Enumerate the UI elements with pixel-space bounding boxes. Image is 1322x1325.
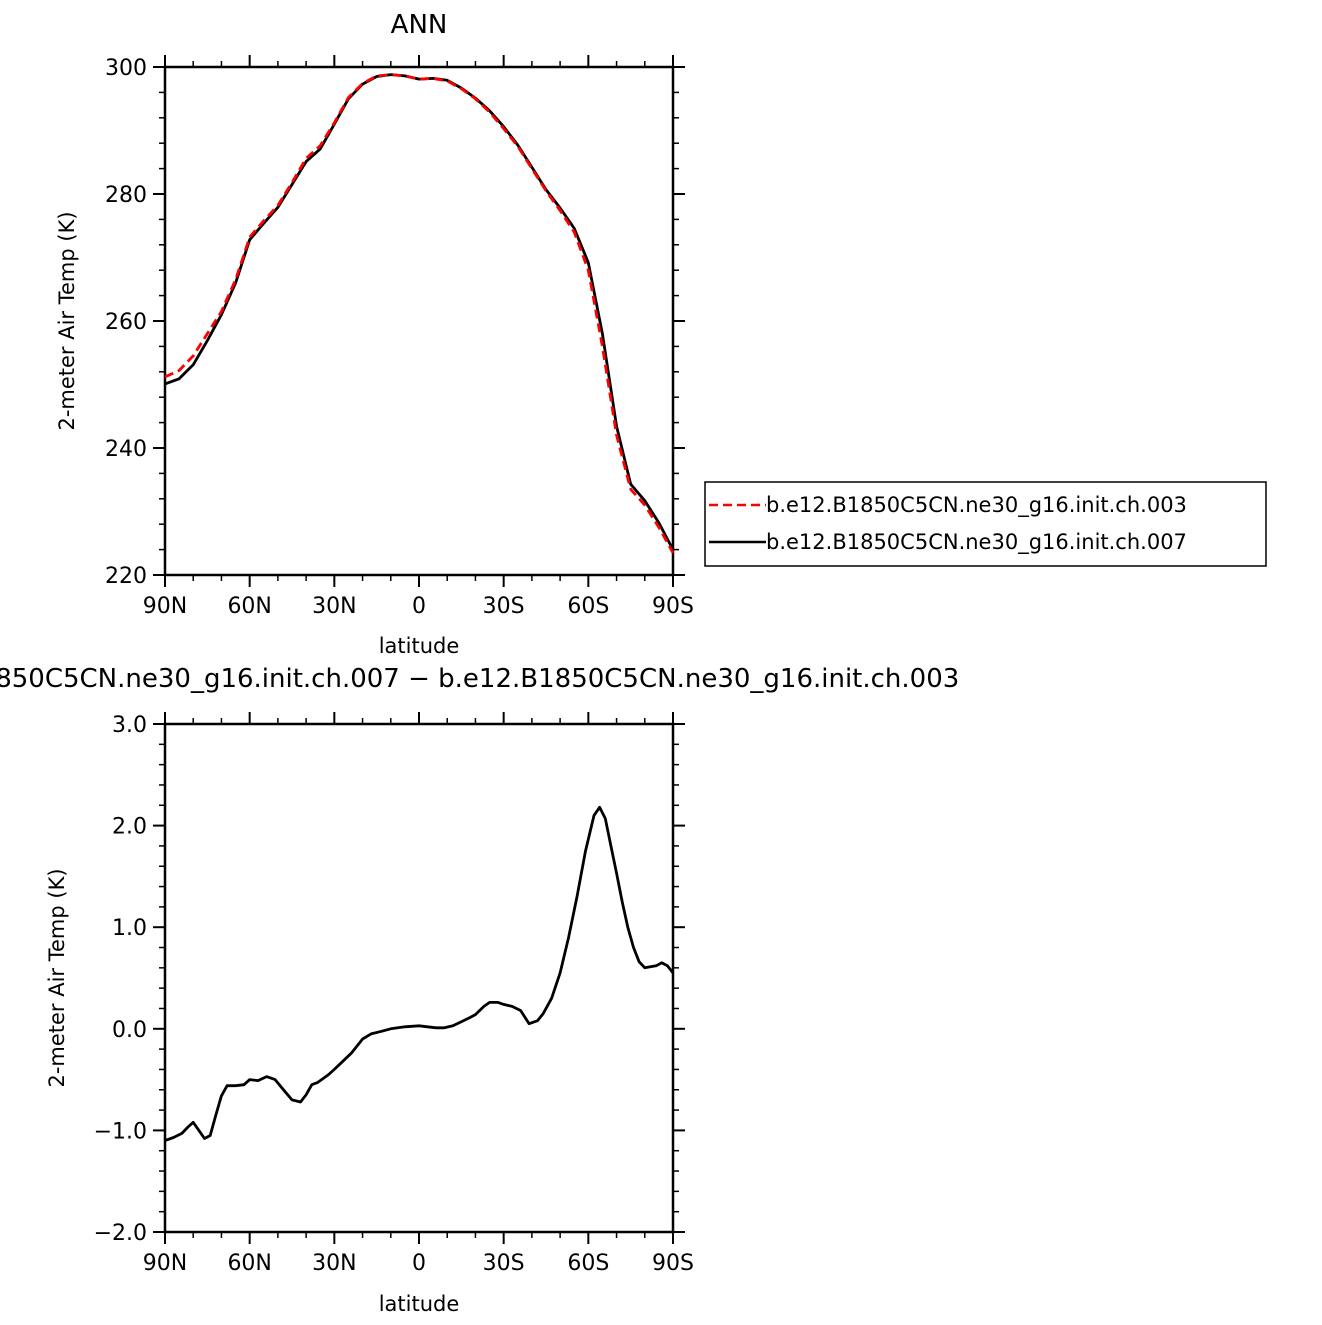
legend-label-series-003: b.e12.B1850C5CN.ne30_g16.init.ch.003	[766, 493, 1187, 518]
bottom-series-line-0	[164, 805, 675, 1142]
top-x-tick-label: 90N	[143, 594, 187, 619]
bottom-series-layer	[164, 805, 675, 1142]
top-y-tick-label: 220	[105, 564, 147, 589]
bottom-y-tick-label: −1.0	[94, 1119, 147, 1144]
bottom-y-axis-label: 2-meter Air Temp (K)	[45, 868, 69, 1087]
bottom-x-tick-label: 0	[412, 1251, 426, 1276]
top-series-line-1	[164, 73, 675, 551]
top-y-tick-label: 260	[105, 310, 147, 335]
top-x-tick-label: 30S	[483, 594, 525, 619]
legend: b.e12.B1850C5CN.ne30_g16.init.ch.003 b.e…	[704, 481, 1267, 567]
top-series-line-0	[164, 73, 675, 554]
top-x-tick-label: 0	[412, 594, 426, 619]
bottom-x-axis-label: latitude	[379, 1292, 460, 1316]
top-plot-frame	[163, 65, 675, 577]
legend-label-series-007: b.e12.B1850C5CN.ne30_g16.init.ch.007	[766, 530, 1187, 555]
top-x-axis-label: latitude	[379, 634, 460, 658]
bottom-x-tick-label: 60N	[227, 1251, 271, 1276]
top-y-tick-label: 240	[105, 437, 147, 462]
bottom-x-tick-label: 30S	[483, 1251, 525, 1276]
top-x-tick-label: 60S	[567, 594, 609, 619]
bottom-y-tick-label: 0.0	[112, 1018, 147, 1043]
bottom-y-tick-label: 1.0	[112, 916, 147, 941]
bottom-x-tick-label: 60S	[567, 1251, 609, 1276]
top-y-tick-label: 300	[105, 56, 147, 81]
bottom-y-tick-label: 2.0	[112, 815, 147, 840]
bottom-x-tick-label: 90N	[143, 1251, 187, 1276]
bottom-y-tick-label: 3.0	[112, 713, 147, 738]
bottom-x-tick-label: 30N	[312, 1251, 356, 1276]
top-series-layer	[164, 73, 675, 554]
top-x-tick-label: 60N	[227, 594, 271, 619]
bottom-panel-difference: b.e12.B1850C5CN.ne30_g16.init.ch.007 − b…	[0, 664, 959, 1316]
top-x-tick-label: 30N	[312, 594, 356, 619]
top-y-axis-label: 2-meter Air Temp (K)	[55, 211, 79, 430]
top-ticks: 90N 60N 30N 0 30S 60S 90S 220 240 260 280 300	[105, 55, 694, 619]
bottom-y-tick-label: −2.0	[94, 1221, 147, 1246]
bottom-plot-frame	[163, 722, 675, 1234]
bottom-chart-title: b.e12.B1850C5CN.ne30_g16.init.ch.007 − b…	[0, 664, 959, 694]
legend-box	[704, 481, 1267, 567]
top-x-tick-label: 90S	[652, 594, 694, 619]
top-chart-title: ANN	[391, 10, 448, 40]
bottom-x-tick-label: 90S	[652, 1251, 694, 1276]
top-panel-temperature: ANN 90N 60N 30N 0 30S 60S 90S 220 240 260 280 300 l…	[55, 10, 694, 658]
top-y-tick-label: 280	[105, 183, 147, 208]
bottom-ticks: 90N 60N 30N 0 30S 60S 90S −2.0 −1.0 0.0 1.0 2.0 3.0	[94, 712, 694, 1276]
